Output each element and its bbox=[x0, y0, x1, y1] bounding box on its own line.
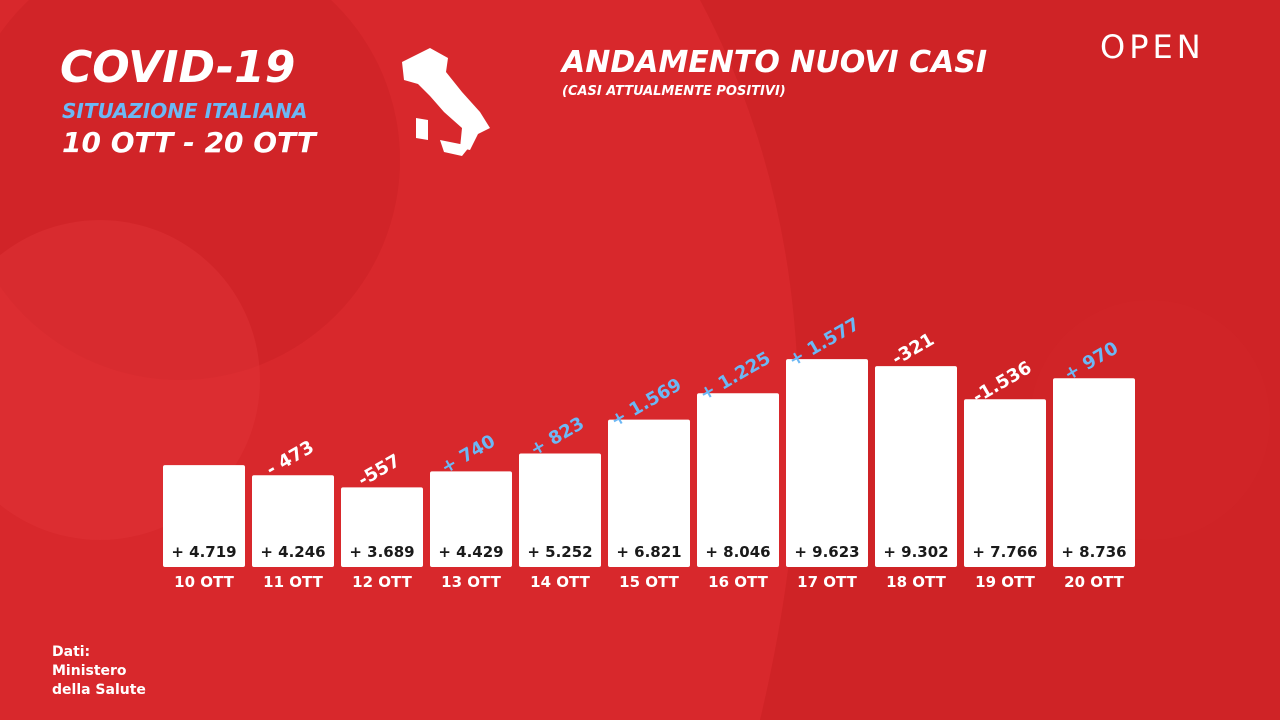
value-label: + 4.246 bbox=[260, 543, 325, 561]
value-label: + 9.623 bbox=[794, 543, 859, 561]
bar bbox=[1053, 378, 1135, 567]
x-tick-label: 10 OTT bbox=[174, 573, 234, 591]
bar bbox=[341, 487, 423, 567]
value-label: + 9.302 bbox=[883, 543, 948, 561]
x-tick-label: 12 OTT bbox=[352, 573, 412, 591]
chart-title: ANDAMENTO NUOVI CASI bbox=[560, 45, 987, 80]
x-tick-label: 17 OTT bbox=[797, 573, 857, 591]
bar bbox=[608, 419, 690, 567]
header-period: 10 OTT - 20 OTT bbox=[62, 126, 318, 159]
value-label: + 4.429 bbox=[438, 543, 503, 561]
source-line: Ministero bbox=[52, 663, 127, 679]
value-label: + 8.046 bbox=[705, 543, 770, 561]
value-label: + 4.719 bbox=[171, 543, 236, 561]
header-subtitle: SITUAZIONE ITALIANA bbox=[62, 99, 308, 123]
x-tick-label: 16 OTT bbox=[708, 573, 768, 591]
italy-map bbox=[402, 48, 490, 156]
bar bbox=[964, 399, 1046, 567]
bar bbox=[875, 366, 957, 567]
value-label: + 5.252 bbox=[527, 543, 592, 561]
x-tick-label: 14 OTT bbox=[530, 573, 590, 591]
bar bbox=[697, 393, 779, 567]
x-tick-label: 15 OTT bbox=[619, 573, 679, 591]
value-label: + 7.766 bbox=[972, 543, 1037, 561]
bar bbox=[786, 359, 868, 567]
bar bbox=[519, 453, 601, 567]
value-label: + 3.689 bbox=[349, 543, 414, 561]
chart-subtitle: (CASI ATTUALMENTE POSITIVI) bbox=[562, 84, 786, 99]
source-line: della Salute bbox=[52, 682, 146, 698]
bar bbox=[252, 475, 334, 567]
brand: OPEN bbox=[1100, 28, 1205, 66]
header-title: COVID-19 bbox=[60, 42, 295, 93]
value-label: + 8.736 bbox=[1061, 543, 1126, 561]
x-tick-label: 11 OTT bbox=[263, 573, 323, 591]
value-label: + 6.821 bbox=[616, 543, 681, 561]
x-tick-label: 13 OTT bbox=[441, 573, 501, 591]
x-tick-label: 18 OTT bbox=[886, 573, 946, 591]
decor bbox=[0, 220, 260, 540]
bar bbox=[430, 471, 512, 567]
source-line: Dati: bbox=[52, 644, 90, 660]
x-tick-label: 19 OTT bbox=[975, 573, 1035, 591]
x-tick-label: 20 OTT bbox=[1064, 573, 1124, 591]
bar bbox=[163, 465, 245, 567]
